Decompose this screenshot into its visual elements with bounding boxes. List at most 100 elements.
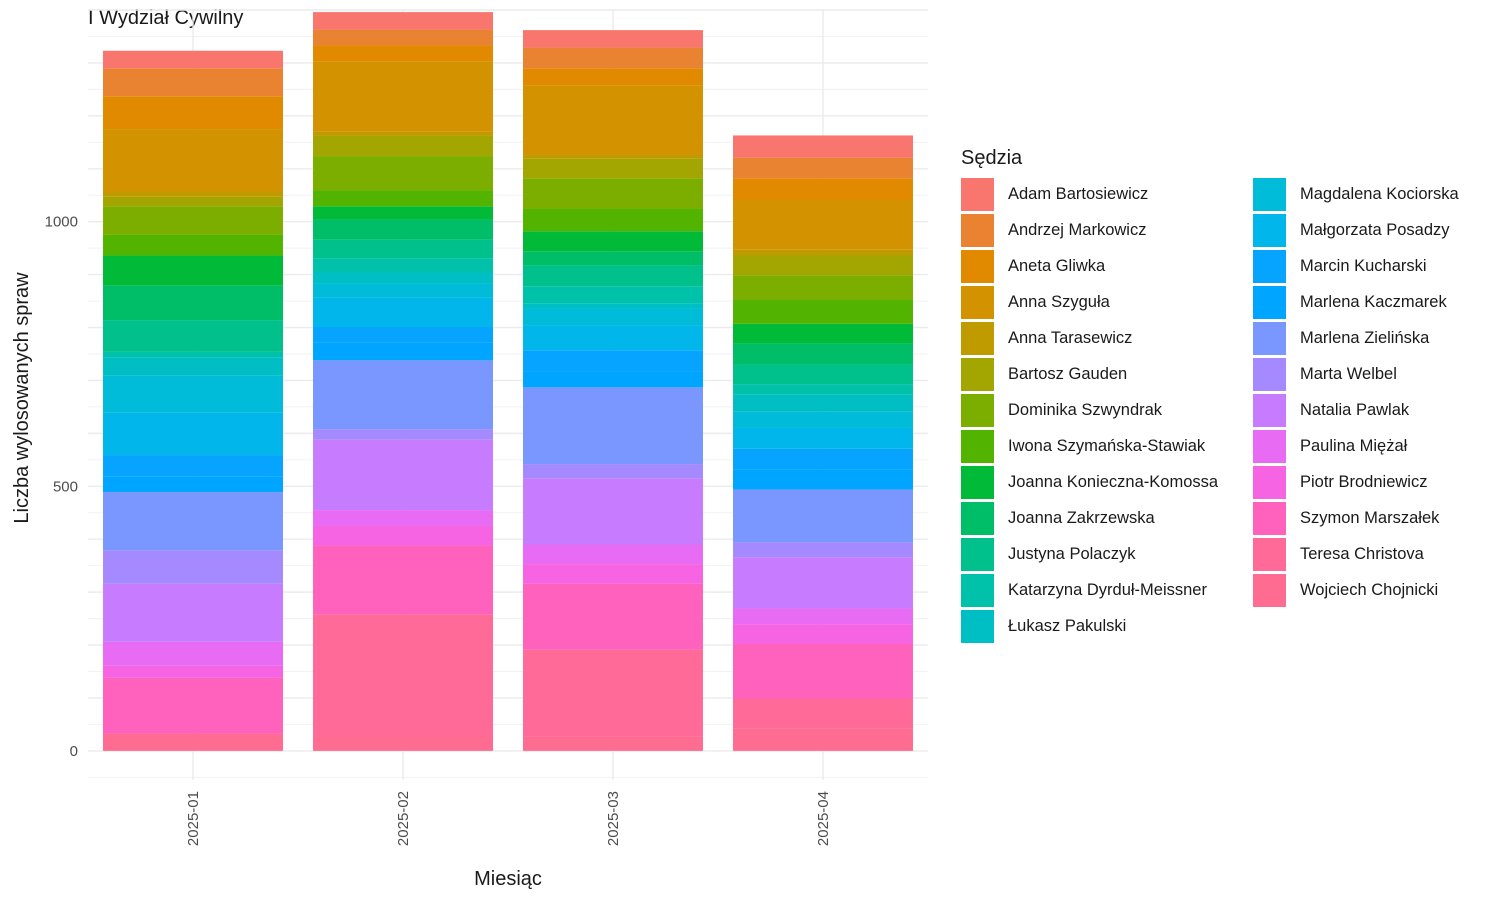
bar-segment: [523, 265, 703, 287]
y-axis-title: Liczba wylosowanych spraw: [11, 272, 33, 524]
bar-segment: [523, 371, 703, 388]
legend-swatch: [1253, 429, 1286, 463]
bar-segment: [733, 643, 913, 699]
legend-item: Natalia Pawlak: [1253, 392, 1500, 428]
legend-swatch: [1253, 321, 1286, 355]
x-axis-title: Miesiąc: [474, 868, 542, 890]
legend-swatch: [961, 429, 994, 463]
legend-item: Małgorzata Posadzy: [1253, 212, 1500, 248]
bar-segment: [313, 360, 493, 430]
bar-segment: [313, 525, 493, 546]
bar-segment: [733, 384, 913, 395]
x-tick-label: 2025-03: [605, 791, 622, 846]
bar-segment: [103, 375, 283, 413]
bar-segment: [733, 557, 913, 609]
bar-segment: [523, 251, 703, 266]
legend-label: Piotr Brodniewicz: [1300, 472, 1428, 491]
legend-item: Paulina Miężał: [1253, 428, 1500, 464]
bar-segment: [733, 728, 913, 751]
legend-label: Wojciech Chojnicki: [1300, 580, 1439, 599]
y-tick-label: 0: [70, 743, 78, 760]
bar-segment: [103, 68, 283, 97]
legend-label: Marlena Kaczmarek: [1300, 292, 1447, 311]
legend-swatch: [961, 321, 994, 355]
legend-column: Magdalena Kociorska Małgorzata Posadzy Mar…: [1253, 176, 1500, 644]
legend-label: Magdalena Kociorska: [1300, 184, 1459, 203]
bar-segment: [733, 249, 913, 256]
bar-segment: [103, 412, 283, 456]
bar-segment: [523, 544, 703, 565]
legend-label: Marlena Zielińska: [1300, 328, 1430, 347]
bar-segment: [313, 135, 493, 157]
legend-swatch: [961, 285, 994, 319]
bar-segment: [733, 394, 913, 412]
bar-segment: [313, 510, 493, 526]
bar-segment: [103, 191, 283, 197]
bar-segment: [733, 275, 913, 301]
bar-segment: [733, 489, 913, 543]
legend-item: Dominika Szwyndrak: [961, 392, 1253, 428]
bar-segment: [313, 29, 493, 46]
legend-label: Joanna Konieczna-Komossa: [1008, 472, 1219, 491]
legend-swatch: [1253, 357, 1286, 391]
bar-segment: [733, 255, 913, 276]
bar-segment: [523, 231, 703, 252]
legend-label: Teresa Christova: [1300, 544, 1424, 563]
bar-segment: [103, 285, 283, 321]
legend-item: Marcin Kucharski: [1253, 248, 1500, 284]
legend-label: Natalia Pawlak: [1300, 400, 1410, 419]
bar-segment: [103, 357, 283, 376]
bar-segment: [523, 158, 703, 179]
bar-segment: [103, 255, 283, 286]
bar-segment: [103, 733, 283, 736]
bar-segment: [523, 564, 703, 584]
legend-swatch: [961, 537, 994, 571]
legend-swatch: [1253, 537, 1286, 571]
bar-segment: [523, 583, 703, 650]
legend-swatch: [961, 177, 994, 211]
bar-segment: [523, 325, 703, 351]
legend-swatch: [1253, 249, 1286, 283]
bar-segment: [313, 239, 493, 259]
bar-segment: [313, 61, 493, 132]
legend-label: Aneta Gliwka: [1008, 256, 1106, 275]
bar-segment: [523, 68, 703, 86]
legend-label: Adam Bartosiewicz: [1008, 184, 1149, 203]
bar-segment: [103, 96, 283, 130]
legend-item: Andrzej Markowicz: [961, 212, 1253, 248]
bar-segment: [523, 208, 703, 232]
bar-segment: [313, 614, 493, 736]
bar-segment: [733, 343, 913, 365]
bar-segment: [313, 206, 493, 220]
bar-segment: [103, 234, 283, 256]
bar-segment: [313, 12, 493, 30]
bar-segment: [313, 131, 493, 136]
legend-label: Dominika Szwyndrak: [1008, 400, 1163, 419]
bar-segment: [733, 135, 913, 158]
legend-swatch: [961, 465, 994, 499]
bar-segment: [523, 387, 703, 465]
legend-item: Katarzyna Dyrduł-Meissner: [961, 572, 1253, 608]
bar-segment: [523, 47, 703, 69]
legend-swatch: [961, 393, 994, 427]
legend-item: Piotr Brodniewicz: [1253, 464, 1500, 500]
y-tick-label: 1000: [45, 214, 78, 231]
bar-segment: [103, 50, 283, 69]
bar-segment: [733, 178, 913, 201]
legend-swatch: [1253, 177, 1286, 211]
x-tick-label: 2025-04: [815, 791, 832, 846]
bar-segment: [733, 200, 913, 250]
bar-segment: [313, 272, 493, 284]
legend-label: Paulina Miężał: [1300, 436, 1408, 455]
bar-segment: [733, 364, 913, 385]
legend-swatch: [961, 573, 994, 607]
bar-segment: [733, 698, 913, 729]
legend-item: Wojciech Chojnicki: [1253, 572, 1500, 608]
legend-item: Bartosz Gauden: [961, 356, 1253, 392]
bar-segment: [313, 735, 493, 751]
legend-label: Katarzyna Dyrduł-Meissner: [1008, 580, 1207, 599]
legend-label: Marcin Kucharski: [1300, 256, 1427, 275]
legend-item: Joanna Konieczna-Komossa: [961, 464, 1253, 500]
x-tick-label: 2025-02: [395, 791, 412, 846]
